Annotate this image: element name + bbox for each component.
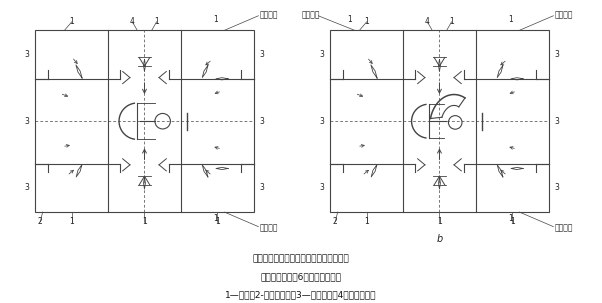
Text: 2: 2 bbox=[38, 217, 43, 226]
Text: 3: 3 bbox=[320, 117, 324, 126]
Text: 干净气流: 干净气流 bbox=[259, 10, 278, 19]
Text: 1: 1 bbox=[214, 15, 219, 24]
Text: 1: 1 bbox=[509, 15, 514, 24]
Text: 3: 3 bbox=[25, 50, 29, 59]
Text: 3: 3 bbox=[320, 50, 324, 59]
Text: 1: 1 bbox=[509, 214, 514, 223]
Text: 1: 1 bbox=[437, 217, 442, 226]
Text: 1: 1 bbox=[69, 17, 74, 26]
Text: 分室回转定位反吹装置（回转阀切换型）: 分室回转定位反吹装置（回转阀切换型） bbox=[253, 255, 349, 264]
Text: 3: 3 bbox=[554, 183, 559, 192]
Bar bbox=[330, 30, 548, 212]
Text: 干净气流: 干净气流 bbox=[259, 223, 278, 232]
Text: 1: 1 bbox=[510, 217, 515, 226]
Text: 1: 1 bbox=[449, 17, 454, 26]
Text: b: b bbox=[436, 234, 442, 244]
Text: 1: 1 bbox=[364, 17, 369, 26]
Text: 3: 3 bbox=[320, 183, 324, 192]
Bar bbox=[36, 30, 253, 212]
Text: 1: 1 bbox=[347, 15, 352, 24]
Text: 3: 3 bbox=[554, 117, 559, 126]
Text: 3: 3 bbox=[554, 50, 559, 59]
Text: 反吹气流: 反吹气流 bbox=[301, 10, 320, 19]
Text: 3: 3 bbox=[25, 117, 29, 126]
Text: 1: 1 bbox=[214, 214, 219, 223]
Text: 3: 3 bbox=[259, 117, 264, 126]
Text: 干净气流: 干净气流 bbox=[554, 223, 573, 232]
Text: 3: 3 bbox=[259, 50, 264, 59]
Text: 干净气流: 干净气流 bbox=[554, 10, 573, 19]
Text: 4: 4 bbox=[425, 17, 430, 26]
Text: 3: 3 bbox=[259, 183, 264, 192]
Text: 3: 3 bbox=[25, 183, 29, 192]
Text: 1: 1 bbox=[364, 217, 369, 226]
Text: 1: 1 bbox=[154, 17, 159, 26]
Text: 4: 4 bbox=[130, 17, 135, 26]
Text: 1: 1 bbox=[69, 217, 74, 226]
Text: 1: 1 bbox=[215, 217, 220, 226]
Text: 1: 1 bbox=[142, 217, 147, 226]
Text: ：一过滤状态；6一仓室清灰状态: ：一过滤状态；6一仓室清灰状态 bbox=[261, 273, 341, 282]
Text: 1—小室；2-回转切换阀；3—净气通道；4－回转反吹管: 1—小室；2-回转切换阀；3—净气通道；4－回转反吹管 bbox=[225, 290, 377, 299]
Text: 2: 2 bbox=[333, 217, 338, 226]
